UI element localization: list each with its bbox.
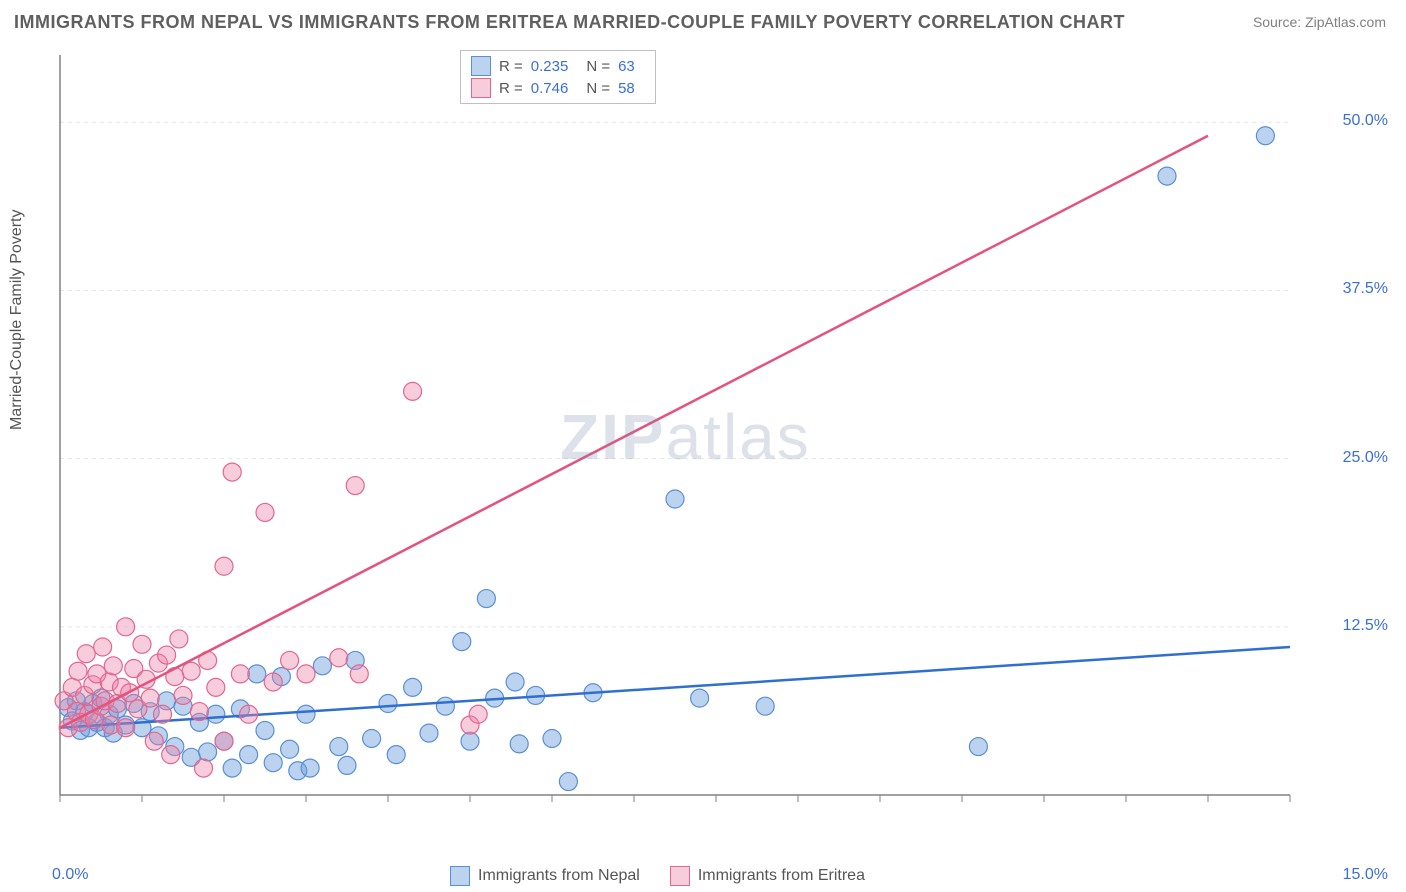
n-value-nepal: 63 [618, 58, 645, 75]
swatch-eritrea [670, 866, 690, 886]
n-label: N = [586, 80, 610, 97]
y-tick-label-12-5: 12.5% [1343, 617, 1388, 635]
legend-stats-row-nepal: R = 0.235 N = 63 [471, 55, 645, 77]
r-value-eritrea: 0.746 [531, 80, 579, 97]
x-axis-min-label: 0.0% [52, 866, 88, 884]
r-label: R = [499, 80, 523, 97]
source-label: Source: [1253, 14, 1301, 30]
r-label: R = [499, 58, 523, 75]
legend-item-nepal: Immigrants from Nepal [450, 866, 640, 886]
chart-title: IMMIGRANTS FROM NEPAL VS IMMIGRANTS FROM… [14, 12, 1125, 33]
legend-label-eritrea: Immigrants from Eritrea [698, 867, 865, 885]
y-axis-label: Married-Couple Family Poverty [8, 209, 26, 430]
x-axis-max-label: 15.0% [1343, 866, 1388, 884]
correlation-chart [50, 45, 1370, 835]
n-value-eritrea: 58 [618, 80, 645, 97]
source-attribution: Source: ZipAtlas.com [1253, 14, 1386, 30]
y-tick-label-25: 25.0% [1343, 449, 1388, 467]
swatch-eritrea [471, 78, 491, 98]
legend-stats-box: R = 0.235 N = 63 R = 0.746 N = 58 [460, 50, 656, 104]
legend-series-box: Immigrants from Nepal Immigrants from Er… [450, 866, 865, 886]
source-value: ZipAtlas.com [1305, 14, 1386, 30]
legend-item-eritrea: Immigrants from Eritrea [670, 866, 865, 886]
n-label: N = [586, 58, 610, 75]
y-tick-label-37-5: 37.5% [1343, 280, 1388, 298]
legend-stats-row-eritrea: R = 0.746 N = 58 [471, 77, 645, 99]
y-tick-label-50: 50.0% [1343, 112, 1388, 130]
r-value-nepal: 0.235 [531, 58, 579, 75]
swatch-nepal [471, 56, 491, 76]
legend-label-nepal: Immigrants from Nepal [478, 867, 640, 885]
swatch-nepal [450, 866, 470, 886]
